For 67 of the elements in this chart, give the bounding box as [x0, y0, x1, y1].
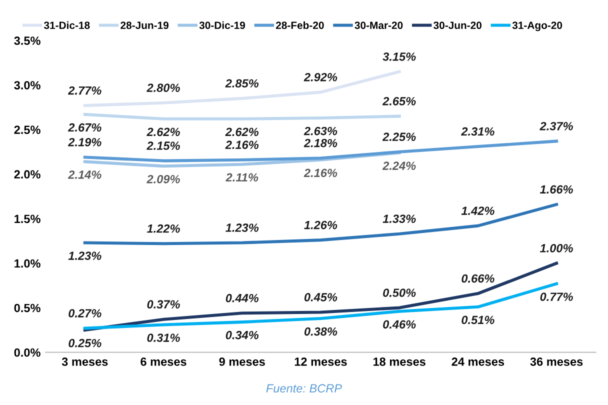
y-tick-label: 0.0% — [14, 348, 40, 357]
data-label: 0.27% — [68, 309, 102, 318]
data-label: 2.77% — [68, 86, 102, 95]
legend-label: 31-Dic-18 — [44, 21, 90, 30]
data-label: 2.25% — [382, 132, 416, 142]
y-tick-label: 1.5% — [14, 214, 40, 224]
data-label: 0.44% — [226, 294, 259, 302]
data-label: 2.15% — [146, 142, 180, 150]
data-label: 0.77% — [540, 292, 573, 301]
data-label: 1.42% — [461, 206, 494, 215]
data-label: 2.31% — [461, 127, 494, 136]
data-label: 2.18% — [304, 138, 338, 148]
legend-label: 30-Mar-20 — [354, 22, 403, 30]
data-label: 2.24% — [382, 162, 416, 170]
data-label: 0.34% — [226, 330, 259, 340]
data-label: 0.66% — [462, 274, 494, 283]
data-label: 2.19% — [68, 138, 102, 146]
legend-label: 28-Feb-20 — [276, 21, 324, 30]
data-label: 1.00% — [540, 244, 573, 252]
data-label: 2.62% — [225, 128, 259, 136]
data-label: 2.11% — [226, 173, 258, 182]
x-tick-label: 6 meses — [140, 358, 186, 366]
x-tick-label: 3 meses — [62, 358, 108, 366]
y-tick-label: 0.5% — [14, 304, 40, 312]
data-label: 2.80% — [146, 84, 180, 92]
x-tick-label: 18 meses — [373, 358, 426, 366]
legend-label: 30-Dic-19 — [199, 21, 246, 30]
data-label: 0.38% — [304, 327, 338, 336]
data-label: 0.45% — [304, 293, 338, 302]
data-label: 1.33% — [382, 214, 416, 223]
data-label: 2.85% — [225, 79, 259, 88]
data-label: 2.37% — [540, 122, 573, 130]
data-label: 2.62% — [146, 128, 180, 136]
y-tick-label: 3.5% — [14, 36, 40, 45]
y-tick-label: 1.0% — [14, 259, 40, 268]
data-label: 2.09% — [146, 174, 180, 184]
legend-label: 28-Jun-19 — [120, 22, 168, 30]
data-label: 2.65% — [382, 97, 416, 106]
y-tick-label: 3.0% — [14, 81, 40, 90]
data-label: 2.16% — [304, 168, 338, 178]
data-label: 2.14% — [68, 170, 102, 179]
data-label: 0.50% — [383, 288, 416, 297]
data-label: 2.67% — [68, 123, 102, 132]
data-label: 3.15% — [382, 52, 416, 61]
data-label: 0.37% — [147, 300, 180, 309]
x-tick-label: 12 meses — [294, 358, 347, 366]
y-tick-label: 2.5% — [14, 126, 40, 134]
data-label: 2.92% — [304, 72, 338, 82]
data-label: 0.46% — [383, 320, 416, 329]
line-series — [83, 202, 558, 246]
source-note: Fuente: BCRP — [266, 384, 342, 393]
data-label: 1.23% — [68, 252, 102, 260]
data-label: 0.51% — [462, 316, 494, 324]
data-label: 0.25% — [68, 338, 102, 348]
data-label: 2.63% — [304, 126, 338, 136]
data-label: 1.66% — [540, 185, 573, 194]
x-tick-label: 36 meses — [530, 358, 583, 366]
legend-label: 31-Ago-20 — [512, 22, 562, 32]
x-tick-label: 9 meses — [219, 358, 265, 366]
x-tick-label: 24 meses — [452, 358, 504, 366]
data-label: 1.23% — [226, 224, 259, 232]
y-tick-label: 2.0% — [14, 170, 40, 179]
legend-label: 30-Jun-20 — [434, 22, 482, 30]
data-label: 0.31% — [147, 334, 180, 342]
data-label: 2.16% — [225, 140, 259, 150]
data-label: 1.26% — [304, 220, 338, 230]
data-label: 1.22% — [146, 224, 180, 233]
